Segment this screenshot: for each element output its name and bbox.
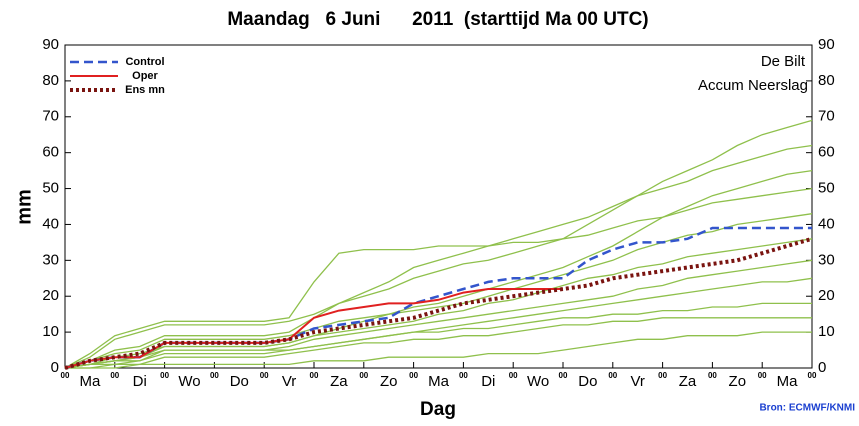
- y2-tick-label: 80: [818, 72, 835, 89]
- x-tick-label: 00: [110, 371, 119, 380]
- x-tick-label: 00: [61, 371, 70, 380]
- member-line: [64, 238, 813, 369]
- member-line: [65, 317, 812, 369]
- y-tick-label: 10: [42, 323, 59, 340]
- x-tick-label: 00: [658, 371, 667, 380]
- y-tick-label: 50: [42, 180, 59, 197]
- x-tick-label: 00: [359, 371, 368, 380]
- x-tick-label: 00: [260, 371, 269, 380]
- series-line: [64, 236, 813, 370]
- source: Bron: ECMWF/KNMI: [759, 403, 855, 414]
- series-line: [64, 288, 563, 369]
- y2-tick-label: 40: [818, 215, 835, 232]
- member-line: [64, 187, 813, 369]
- day-label: Zo: [729, 373, 747, 390]
- day-label: Ma: [777, 373, 798, 390]
- day-label: Do: [578, 373, 597, 390]
- annotation: De Bilt: [761, 53, 806, 70]
- y2-tick-label: 10: [818, 323, 835, 340]
- y-tick-label: 70: [42, 108, 59, 125]
- x-tick-label: 00: [310, 371, 319, 380]
- member-line: [64, 144, 813, 369]
- day-label: Wo: [527, 373, 549, 390]
- y2-tick-label: 60: [818, 144, 835, 161]
- member-line: [64, 213, 813, 369]
- x-tick-label: 00: [608, 371, 617, 380]
- y2-tick-label: 90: [818, 36, 835, 53]
- y-tick-label: 30: [42, 251, 59, 268]
- member-line: [64, 302, 812, 369]
- day-label: Ma: [428, 373, 449, 390]
- annotation: Accum Neerslag: [698, 77, 808, 94]
- day-label: Za: [679, 373, 697, 390]
- legend-label: Ens mn: [125, 84, 165, 96]
- x-tick-label: 00: [459, 371, 468, 380]
- x-tick-label: 00: [808, 371, 817, 380]
- member-line: [64, 277, 813, 369]
- day-label: Ma: [79, 373, 100, 390]
- plot-frame: [64, 44, 813, 369]
- day-label: Zo: [380, 373, 398, 390]
- y2-tick-label: 50: [818, 180, 835, 197]
- x-axis-label: Dag: [420, 399, 456, 420]
- x-tick-label: 00: [160, 371, 169, 380]
- day-label: Vr: [630, 373, 644, 390]
- x-tick-label: 00: [210, 371, 219, 380]
- y2-tick-label: 70: [818, 108, 835, 125]
- y2-tick-label: 30: [818, 251, 835, 268]
- day-label: Di: [481, 373, 495, 390]
- y-tick-label: 90: [42, 36, 59, 53]
- day-label: Vr: [282, 373, 296, 390]
- y-axis-label: mm: [13, 189, 35, 225]
- y-tick-label: 40: [42, 215, 59, 232]
- legend-label: Control: [125, 56, 164, 68]
- y2-tick-label: 0: [818, 359, 826, 376]
- x-tick-label: 00: [509, 371, 518, 380]
- y-tick-label: 20: [42, 287, 59, 304]
- y-tick-label: 80: [42, 72, 59, 89]
- y2-tick-label: 20: [818, 287, 835, 304]
- x-tick-label: 00: [409, 371, 418, 380]
- x-tick-label: 00: [758, 371, 767, 380]
- day-label: Di: [133, 373, 147, 390]
- member-line: [65, 331, 812, 369]
- x-tick-label: 00: [559, 371, 568, 380]
- day-label: Wo: [178, 373, 200, 390]
- legend-label: Oper: [132, 70, 158, 82]
- x-tick-label: 00: [708, 371, 717, 380]
- day-label: Do: [230, 373, 249, 390]
- day-label: Za: [330, 373, 348, 390]
- chart-title: Maandag 6 Juni 2011 (starttijd Ma 00 UTC…: [227, 9, 648, 30]
- y-tick-label: 0: [51, 359, 59, 376]
- member-line: [64, 119, 813, 369]
- y-tick-label: 60: [42, 144, 59, 161]
- member-line: [64, 169, 813, 369]
